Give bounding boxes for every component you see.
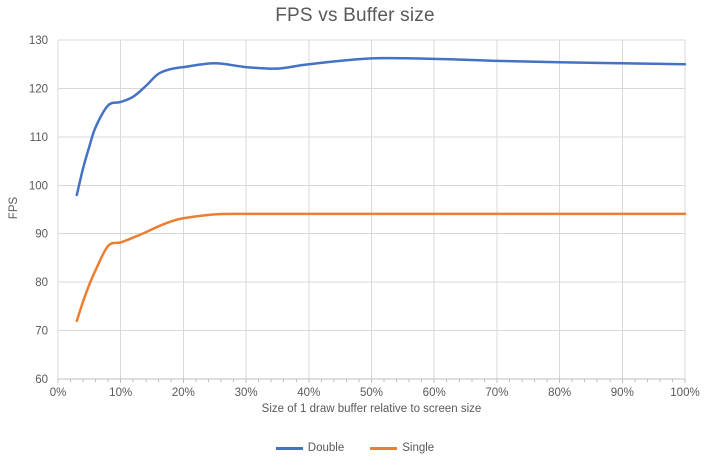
y-tick-label: 70: [35, 326, 48, 338]
x-tick-label: 20%: [172, 387, 195, 399]
x-tick-label: 80%: [548, 387, 571, 399]
legend-label-single: Single: [402, 442, 435, 454]
chart-title: FPS vs Buffer size: [275, 5, 435, 26]
legend-item-double: Double: [275, 442, 345, 454]
y-tick-label: 80: [35, 277, 48, 289]
legend-item-single: Single: [370, 442, 434, 454]
legend-label-double: Double: [307, 442, 345, 454]
x-tick-label: 50%: [360, 387, 383, 399]
double-series-line-swatch: [275, 446, 303, 450]
y-tick-label: 110: [30, 132, 48, 144]
y-tick-label: 100: [29, 180, 48, 192]
series-line-double: [75, 56, 687, 197]
y-tick-label: 90: [35, 229, 48, 241]
legend: Double Single: [0, 442, 710, 454]
tick-labels: 60 70 80 90 100 110 120 130 0% 10% 20% 30% 40% 50% 60%…: [29, 35, 700, 399]
y-tick-label: 120: [29, 83, 48, 95]
series-line-single: [75, 212, 687, 323]
x-tick-label: 10%: [109, 387, 132, 399]
x-tick-label: 0%: [50, 387, 67, 399]
gridlines: [57, 39, 686, 380]
x-tick-label: 40%: [297, 387, 320, 399]
x-axis-title: Size of 1 draw buffer relative to screen…: [261, 403, 482, 415]
x-tick-label: 100%: [670, 387, 699, 399]
x-tick-label: 30%: [235, 387, 258, 399]
x-tick-label: 90%: [611, 387, 634, 399]
y-axis-title: FPS: [8, 196, 20, 220]
y-tick-label: 130: [29, 35, 48, 47]
x-tick-label: 70%: [485, 387, 508, 399]
y-tick-label: 60: [35, 374, 48, 386]
x-axis: [57, 378, 686, 383]
single-series-line-swatch: [370, 446, 398, 450]
x-tick-label: 60%: [423, 387, 446, 399]
